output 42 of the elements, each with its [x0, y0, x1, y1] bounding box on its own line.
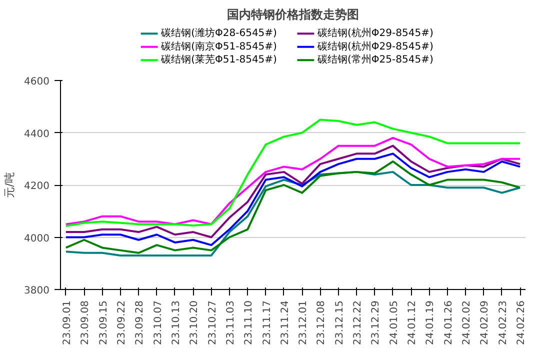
legend-label: 碳结钢(常州Φ25-8545#) — [316, 54, 434, 66]
line-series — [64, 136, 522, 226]
x-tick-label: 23.12.29 — [370, 300, 382, 346]
line-series — [64, 144, 522, 238]
x-tick-label: 23.11.10 — [244, 300, 255, 346]
legend-label: 碳结钢(杭州Φ29-8545#) — [316, 40, 434, 52]
y-tick-label: 4000 — [24, 233, 50, 244]
legend-label: 碳结钢(潍坊Φ28-6545#) — [160, 27, 278, 40]
x-tick-label: 23.12.01 — [298, 300, 310, 346]
x-tick-label: 23.10.07 — [152, 300, 164, 346]
line-series — [64, 118, 522, 228]
x-tick-label: 23.09.28 — [134, 300, 146, 346]
legend-label: 碳结钢(杭州Φ29-8545#) — [316, 27, 434, 40]
x-tick-label: 23.11.17 — [262, 300, 273, 346]
y-tick-label: 3800 — [24, 286, 50, 296]
y-axis-title: 元/吨 — [3, 172, 16, 198]
y-tick-label: 4200 — [24, 181, 50, 192]
x-tick-label: 23.10.13 — [170, 300, 182, 346]
legend-label: 碳结钢(莱芜Φ51-8545#) — [160, 54, 278, 66]
x-tick-label: 23.12.22 — [352, 300, 364, 346]
x-tick-label: 24.01.26 — [443, 300, 454, 346]
x-tick-label: 24.02.02 — [462, 300, 473, 346]
chart-title: 国内特钢价格指数走势图 — [227, 8, 359, 22]
x-tick-label: 24.01.19 — [425, 300, 436, 346]
x-tick-label: 23.11.24 — [280, 300, 291, 346]
x-tick-label: 23.09.22 — [116, 300, 128, 346]
x-tick-label: 24.01.05 — [388, 300, 400, 346]
x-tick-label: 23.10.20 — [189, 300, 200, 346]
legend-label: 碳结钢(南京Φ51-8545#) — [160, 40, 278, 52]
x-tick-label: 23.10.27 — [207, 300, 218, 346]
x-tick-label: 23.09.08 — [80, 300, 92, 346]
y-tick-label: 4600 — [24, 76, 50, 88]
x-tick-label: 23.11.03 — [225, 300, 236, 346]
x-tick-label: 24.02.26 — [516, 300, 528, 346]
x-tick-label: 23.09.01 — [62, 300, 73, 346]
x-tick-label: 24.02.23 — [498, 300, 509, 346]
x-tick-label: 23.12.15 — [334, 300, 346, 346]
x-tick-label: 24.01.12 — [407, 300, 418, 346]
y-tick-label: 4400 — [24, 128, 50, 140]
x-tick-label: 23.12.08 — [316, 300, 328, 346]
x-tick-label: 23.09.15 — [98, 300, 110, 346]
x-tick-label: 24.02.09 — [480, 300, 491, 346]
